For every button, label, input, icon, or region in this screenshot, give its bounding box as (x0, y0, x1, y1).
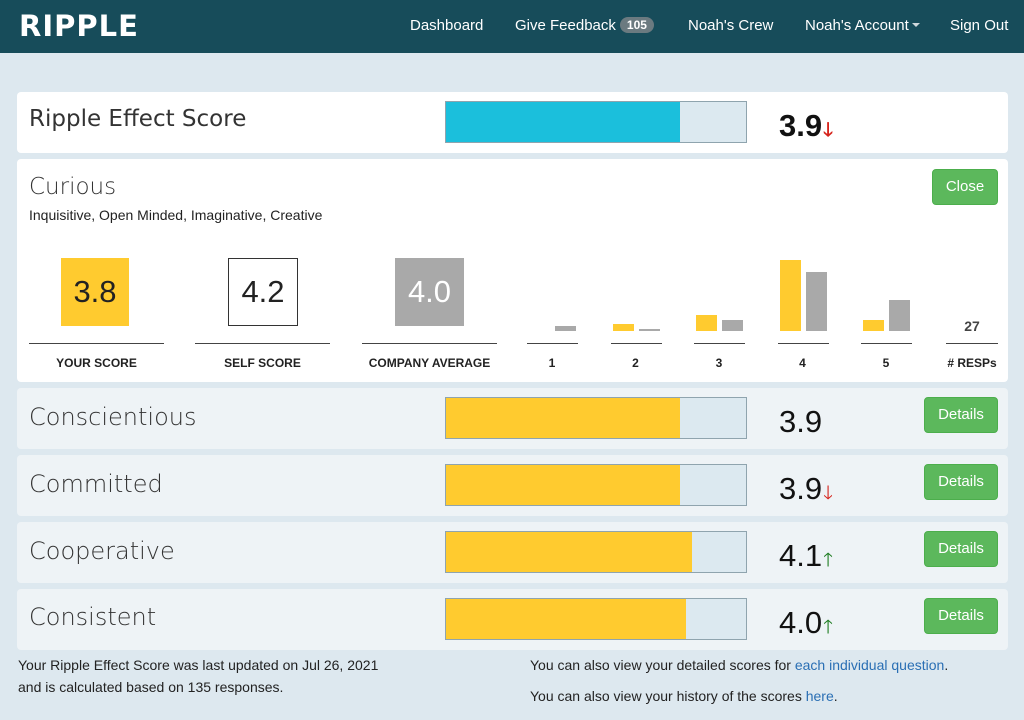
category-row: Consistent 4.0🡑 Details (17, 589, 1008, 650)
histogram-bar-your-score (779, 260, 801, 331)
company-average-box: 4.0 (395, 258, 464, 326)
feedback-count-badge: 105 (619, 17, 654, 33)
histogram-bin-label: 3 (715, 356, 723, 370)
histogram-baseline (527, 343, 578, 344)
nav-account-dropdown[interactable]: Noah's Account (805, 17, 920, 34)
nav-dashboard[interactable]: Dashboard (410, 17, 484, 34)
details-button[interactable]: Details (924, 397, 998, 433)
divider-line (195, 343, 330, 344)
histogram-bin-label: 2 (632, 356, 639, 370)
curious-title: Curious (29, 174, 117, 200)
category-score-number: 4.1 (779, 538, 823, 573)
histogram-bar-your-score (612, 323, 634, 331)
nav-account-label: Noah's Account (805, 17, 909, 34)
category-row: Conscientious 3.9 Details (17, 388, 1008, 449)
footer-detailed-scores-line: You can also view your detailed scores f… (530, 654, 948, 676)
details-button[interactable]: Details (924, 531, 998, 567)
footer-period: . (944, 657, 949, 673)
category-score-bar-fill (446, 599, 686, 639)
histogram-bar-company (638, 328, 660, 331)
close-button[interactable]: Close (932, 169, 998, 205)
category-title: Conscientious (29, 403, 197, 431)
overall-score-bar (445, 101, 747, 143)
history-here-link[interactable]: here (805, 688, 834, 704)
category-score: 3.9 (779, 404, 822, 440)
nav-give-feedback-label: Give Feedback (515, 17, 616, 34)
category-title: Consistent (29, 603, 157, 631)
category-score-number: 3.9 (779, 471, 823, 506)
category-title: Cooperative (29, 537, 175, 565)
responses-label: # RESPs (947, 356, 997, 370)
histogram-bin-label: 5 (882, 356, 890, 370)
footer-responses-line: and is calculated based on 135 responses… (18, 679, 284, 695)
category-score-number: 3.9 (779, 404, 823, 439)
histogram-bar-your-score (696, 315, 717, 331)
histogram-bar-company (889, 300, 910, 331)
histogram-bar-your-score (863, 319, 884, 331)
arrow-down-icon: 🡓 (823, 483, 833, 504)
individual-question-link[interactable]: each individual question (794, 657, 945, 673)
histogram-baseline (610, 343, 662, 344)
caret-down-icon (911, 23, 920, 27)
histogram-bar-company (722, 320, 743, 331)
nav-crew[interactable]: Noah's Crew (688, 17, 774, 34)
footer-period: . (833, 688, 838, 704)
nav-give-feedback[interactable]: Give Feedback 105 (515, 17, 654, 34)
category-score-bar (445, 531, 747, 573)
overall-score-number: 3.9 (779, 108, 823, 143)
category-score-bar-fill (446, 398, 680, 438)
arrow-down-icon: 🡓 (823, 120, 833, 141)
footer-history-text: You can also view your history of the sc… (530, 688, 806, 704)
response-count: 27 (964, 318, 980, 334)
footer-detailed-text: You can also view your detailed scores f… (530, 657, 795, 673)
category-score-bar (445, 464, 747, 506)
your-score-box: 3.8 (61, 258, 129, 326)
curious-expanded-panel: Curious Inquisitive, Open Minded, Imagin… (17, 159, 1008, 382)
category-score: 4.0🡑 (779, 605, 833, 645)
category-row: Committed 3.9🡓 Details (17, 455, 1008, 516)
histogram-baseline (861, 343, 912, 344)
overall-score-panel: Ripple Effect Score 3.9🡓 (17, 92, 1008, 153)
category-score: 4.1🡑 (779, 538, 833, 578)
histogram-baseline (694, 343, 745, 344)
divider-line (29, 343, 164, 344)
category-score-number: 4.0 (779, 605, 823, 640)
histogram-bin-label: 4 (799, 356, 806, 370)
category-score-bar-fill (446, 532, 692, 572)
histogram-bin-label: 1 (548, 356, 556, 370)
overall-score-title: Ripple Effect Score (29, 106, 247, 132)
histogram-baseline (777, 343, 829, 344)
curious-subtitle: Inquisitive, Open Minded, Imaginative, C… (29, 207, 323, 223)
divider-line (362, 343, 497, 344)
category-score-bar (445, 598, 747, 640)
footer-links: You can also view your detailed scores f… (530, 654, 948, 707)
company-average-label: COMPANY AVERAGE (368, 356, 491, 370)
histogram-bar-company (555, 326, 576, 331)
arrow-up-icon: 🡑 (823, 617, 833, 638)
details-button[interactable]: Details (924, 598, 998, 634)
footer-update-info: Your Ripple Effect Score was last update… (18, 654, 378, 698)
footer-update-line: Your Ripple Effect Score was last update… (18, 657, 379, 673)
histogram-bar-company (805, 272, 827, 331)
category-score-bar (445, 397, 747, 439)
footer-history-line: You can also view your history of the sc… (530, 685, 948, 707)
category-score: 3.9🡓 (779, 471, 833, 511)
category-row: Cooperative 4.1🡑 Details (17, 522, 1008, 583)
nav-sign-out[interactable]: Sign Out (950, 17, 1009, 34)
divider-line (946, 343, 998, 344)
details-button[interactable]: Details (924, 464, 998, 500)
category-score-bar-fill (446, 465, 680, 505)
ripple-logo[interactable]: RIPPLE (19, 9, 139, 43)
top-navbar: RIPPLE Dashboard Give Feedback 105 Noah's… (0, 0, 1024, 53)
your-score-label: YOUR SCORE (56, 356, 137, 370)
category-title: Committed (29, 470, 163, 498)
self-score-label: SELF SCORE (224, 356, 301, 370)
overall-score-value: 3.9🡓 (779, 108, 833, 148)
arrow-up-icon: 🡑 (823, 550, 833, 571)
self-score-box: 4.2 (228, 258, 298, 326)
overall-score-bar-fill (446, 102, 680, 142)
